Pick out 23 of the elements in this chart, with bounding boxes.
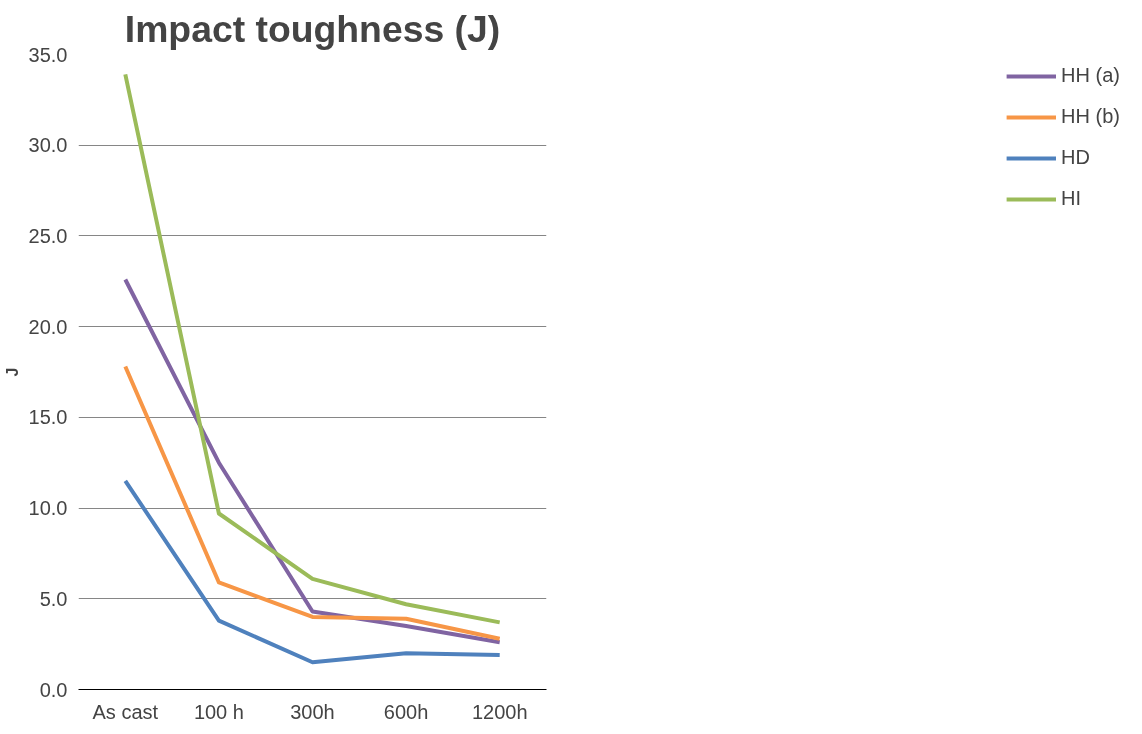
y-tick-label: 15.0	[28, 406, 68, 429]
y-tick-label: 25.0	[28, 224, 68, 247]
chart-title: Impact toughness (J)	[124, 7, 501, 50]
line-series	[123, 277, 502, 645]
y-tick-label: 35.0	[28, 43, 68, 66]
line-series	[123, 364, 502, 641]
legend-label: HD	[1061, 146, 1090, 169]
x-tick-label: 100 h	[193, 700, 244, 723]
legend-label: HI	[1061, 187, 1082, 210]
x-tick-label: As cast	[92, 700, 159, 723]
y-tick-label: 20.0	[28, 315, 68, 338]
x-tick-label: 1200h	[471, 700, 528, 723]
legend-label: HH (a)	[1061, 64, 1120, 87]
y-tick-label: 0.0	[39, 678, 68, 701]
legend-label: HH (b)	[1061, 105, 1120, 128]
y-tick-label: 5.0	[39, 587, 68, 610]
y-tick-label: 10.0	[28, 497, 68, 520]
x-tick-label: 300h	[290, 700, 335, 723]
line-series	[123, 478, 502, 665]
y-tick-label: 30.0	[28, 134, 68, 157]
x-tick-label: 600h	[383, 700, 429, 723]
y-axis-title: J	[3, 367, 21, 377]
line-series	[123, 72, 502, 625]
